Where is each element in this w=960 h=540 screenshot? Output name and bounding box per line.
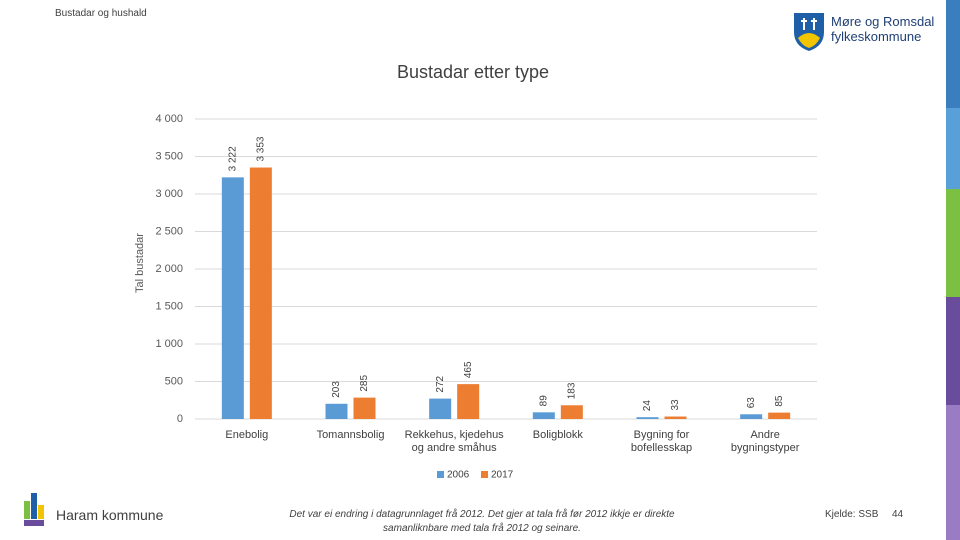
legend-label: 2006 (447, 470, 470, 481)
y-tick-label: 1 500 (155, 300, 183, 312)
bar (740, 414, 763, 419)
municipality: Haram kommune (56, 507, 164, 523)
bar (325, 403, 348, 419)
data-label: 63 (746, 397, 757, 409)
legend-label: 2017 (491, 470, 514, 481)
data-label: 33 (670, 399, 681, 411)
bar (768, 412, 791, 419)
decor-stripe (946, 0, 960, 540)
y-tick-label: 2 500 (155, 225, 183, 237)
data-label: 272 (435, 375, 446, 392)
page-number: 44 (892, 509, 904, 520)
bar (636, 417, 659, 419)
logo-text: Møre og Romsdal (831, 14, 935, 29)
data-label: 285 (359, 375, 370, 392)
bar (353, 397, 376, 419)
legend-swatch (481, 471, 488, 478)
x-tick-label: Bygning for bofellesskap (630, 429, 693, 454)
x-tick-label: Tomannsbolig (316, 429, 385, 441)
x-tick-label: Rekkehus, kjedehus og andre småhus (404, 429, 504, 454)
bar (532, 412, 555, 419)
footnote: Det var ei endring i datagrunnlaget frå … (289, 509, 675, 534)
data-label: 465 (463, 361, 474, 378)
legend-swatch (437, 471, 444, 478)
bar (560, 405, 583, 419)
x-tick-label: Andre bygningstyper (730, 429, 800, 454)
y-tick-label: 2 000 (155, 263, 183, 275)
x-tick-label: Enebolig (225, 429, 269, 441)
section-title: Bustadar og hushald (55, 8, 147, 19)
haram-logo (24, 493, 44, 526)
data-label: 89 (538, 395, 549, 407)
bar (664, 416, 687, 419)
y-tick-label: 3 500 (155, 150, 183, 162)
bar (457, 384, 480, 419)
data-label: 24 (642, 400, 653, 412)
data-label: 3 353 (255, 136, 266, 161)
data-label: 183 (566, 382, 577, 399)
data-label: 203 (331, 381, 342, 398)
y-axis-label: Tal bustadar (134, 233, 146, 293)
data-label: 85 (774, 395, 785, 407)
y-tick-label: 0 (177, 413, 183, 425)
x-tick-label: Boligblokk (532, 429, 583, 441)
y-tick-label: 500 (165, 375, 183, 387)
logo-text: fylkeskommune (831, 29, 922, 44)
source: Kjelde: SSB (825, 509, 879, 520)
data-label: 3 222 (227, 146, 238, 171)
bar (249, 167, 272, 419)
y-tick-label: 1 000 (155, 338, 183, 350)
bar (429, 398, 452, 419)
bar (221, 177, 244, 419)
y-tick-label: 3 000 (155, 188, 183, 200)
chart-title: Bustadar etter type (397, 62, 549, 82)
logo-shield (794, 13, 824, 51)
y-tick-label: 4 000 (155, 113, 183, 125)
